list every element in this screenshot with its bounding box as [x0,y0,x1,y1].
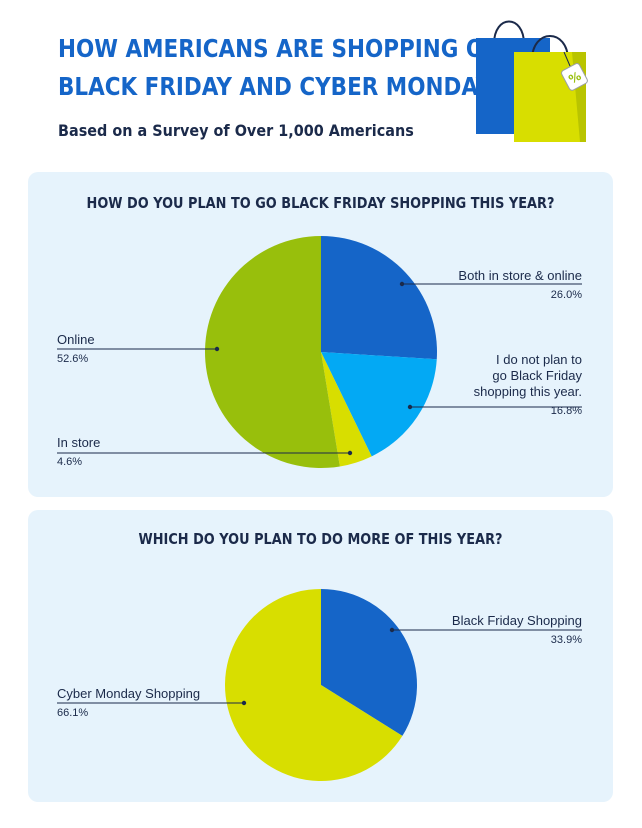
label-cyber-monday-value: 66.1% [57,707,89,719]
pie-slice-1 [224,589,403,781]
page-title-line-1: HOW AMERICANS ARE SHOPPING ON [58,34,503,63]
label-online-value: 52.6% [57,353,89,365]
pie-slice-3 [204,236,340,468]
leader-dot-0 [389,627,395,633]
label-both: Both in store & online 26.0% [458,268,582,303]
leader-dot-0 [399,281,405,287]
label-in-store-name: In store [57,435,101,450]
label-black-friday-name: Black Friday Shopping [451,613,582,628]
chart-2-title: WHICH DO YOU PLAN TO DO MORE OF THIS YEA… [138,530,503,548]
label-in-store-value: 4.6% [57,456,83,468]
page-title: HOW AMERICANS ARE SHOPPING ON BLACK FRID… [58,30,503,106]
blue-bag-handle [493,20,525,45]
page-subtitle: Based on a Survey of Over 1,000 American… [58,121,414,140]
page-title-line-2: BLACK FRIDAY AND CYBER MONDAY [58,72,492,101]
label-in-store: In store 4.6% [57,435,100,470]
label-both-name: Both in store & online [458,268,582,283]
label-not-shopping-line-3: shopping this year. [473,384,582,399]
price-tag-icon: % [561,63,588,91]
label-not-shopping: I do not plan to go Black Friday shoppin… [474,352,582,419]
label-cyber-monday-name: Cyber Monday Shopping [57,686,201,701]
label-online: Online 52.6% [57,332,95,367]
chart-1-pie [57,236,582,468]
pie-slice-1 [321,352,437,457]
price-tag-text: % [566,69,583,87]
leader-dot-1 [407,404,413,410]
label-black-friday-value: 33.9% [550,634,582,646]
label-cyber-monday: Cyber Monday Shopping 66.1% [57,686,200,721]
shopping-bags-icon: % [476,20,588,142]
tag-string [563,51,571,67]
shopping-preference-panel: WHICH DO YOU PLAN TO DO MORE OF THIS YEA… [28,510,613,802]
yellow-bag-handle [531,35,569,61]
black-friday-method-panel: HOW DO YOU PLAN TO GO BLACK FRIDAY SHOPP… [28,172,613,497]
label-not-shopping-line-1: I do not plan to [495,352,582,367]
pie-slice-2 [321,352,372,467]
label-online-name: Online [57,332,95,347]
label-black-friday: Black Friday Shopping 33.9% [452,613,582,648]
chart-1-title: HOW DO YOU PLAN TO GO BLACK FRIDAY SHOPP… [86,194,555,212]
leader-dot-3 [214,346,220,352]
label-both-value: 26.0% [550,289,582,301]
leader-dot-1 [241,700,247,706]
chart-2-pie [57,589,582,781]
pie-slice-0 [321,589,417,736]
label-not-shopping-value: 16.8% [550,405,582,417]
pie-slice-0 [321,236,437,360]
label-not-shopping-line-2: go Black Friday [492,368,582,383]
leader-dot-2 [347,450,353,456]
